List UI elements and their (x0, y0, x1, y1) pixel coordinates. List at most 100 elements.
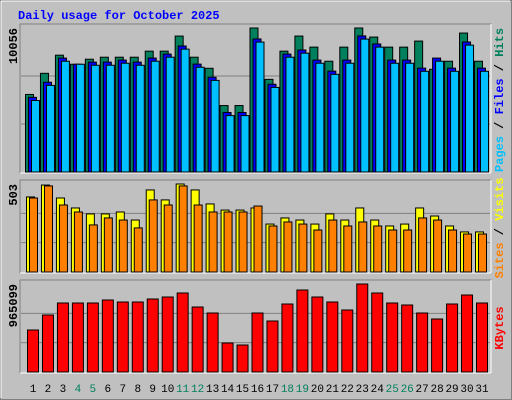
bar (386, 302, 399, 373)
legend: Pages / Files / Hits (493, 28, 507, 172)
bar (161, 296, 174, 373)
bar (43, 185, 53, 273)
bar (448, 229, 458, 273)
y-tick-label: 10056 (7, 28, 21, 64)
bar (416, 312, 429, 373)
x-tick-label: 29 (445, 384, 458, 396)
x-tick-label: 23 (356, 384, 369, 396)
x-tick-label: 13 (206, 384, 219, 396)
bar (176, 292, 189, 373)
bar (56, 302, 69, 373)
bar (240, 115, 250, 173)
x-tick-label: 11 (176, 384, 190, 396)
bar (298, 223, 308, 273)
legend-entry: KBytes (493, 306, 507, 349)
x-tick-label: 19 (296, 384, 309, 396)
x-tick-label: 21 (326, 384, 340, 396)
bar (356, 283, 369, 373)
bar (31, 100, 40, 173)
bar (296, 289, 309, 373)
bar (281, 303, 294, 373)
bar (116, 301, 129, 373)
bar (371, 292, 384, 373)
bar (88, 224, 98, 273)
x-tick-label: 4 (75, 384, 82, 396)
bar (315, 62, 325, 173)
legend: KBytes (493, 306, 507, 349)
bar (388, 229, 398, 273)
bar (480, 70, 489, 173)
x-tick-label: 16 (251, 384, 264, 396)
x-tick-label: 22 (341, 384, 354, 396)
bar (135, 64, 145, 173)
bar (163, 204, 173, 273)
bar (238, 211, 248, 273)
bar (446, 303, 459, 373)
bar (45, 84, 55, 173)
bar (268, 225, 278, 273)
bar (90, 64, 100, 173)
bar (178, 185, 188, 273)
bar (313, 229, 323, 273)
bar (283, 221, 293, 273)
bar (375, 46, 385, 173)
legend-entry: Pages (493, 136, 507, 172)
x-tick-label: 18 (281, 384, 294, 396)
x-tick-label: 24 (371, 384, 385, 396)
x-tick-label: 25 (386, 384, 399, 396)
bar (180, 48, 190, 173)
bar (223, 211, 233, 273)
x-tick-label: 27 (416, 384, 429, 396)
y-tick-label: 965099 (7, 284, 21, 327)
bar (418, 217, 428, 273)
legend-entry: Sites (493, 242, 507, 278)
legend-separator: / (493, 114, 507, 136)
legend-entry: Hits (493, 28, 507, 57)
x-tick-label: 28 (430, 384, 443, 396)
x-tick-label: 17 (266, 384, 279, 396)
legend-separator: / (493, 221, 507, 243)
bar (330, 73, 340, 173)
bar (148, 199, 158, 273)
bar (193, 204, 203, 273)
x-tick-label: 31 (475, 384, 489, 396)
bar (420, 70, 430, 173)
legend: Sites / Visits (493, 178, 507, 279)
legend-separator: / (493, 57, 507, 79)
x-tick-label: 2 (45, 384, 52, 396)
bar (255, 41, 265, 173)
x-tick-label: 15 (236, 384, 249, 396)
bar (373, 225, 383, 273)
bar (131, 301, 144, 373)
bar (300, 52, 310, 173)
bar (270, 86, 280, 173)
bar (433, 219, 443, 273)
bar (311, 296, 324, 373)
x-tick-label: 5 (90, 384, 97, 396)
bar (165, 56, 175, 173)
bar (360, 38, 370, 173)
bar (463, 233, 473, 273)
bar (403, 229, 413, 273)
bar (71, 302, 84, 373)
bar (476, 302, 488, 373)
bar (133, 227, 143, 273)
x-tick-label: 9 (149, 384, 156, 396)
x-tick-label: 14 (221, 384, 235, 396)
bar (105, 64, 115, 173)
x-tick-label: 3 (60, 384, 67, 396)
bar (73, 211, 83, 273)
bar (86, 302, 99, 373)
bar (253, 205, 263, 273)
bar (103, 217, 113, 273)
bar (345, 62, 355, 173)
bar (343, 225, 353, 273)
bar (435, 60, 445, 173)
bar (461, 294, 474, 373)
bar (478, 233, 487, 273)
bar (75, 63, 85, 173)
bar (27, 329, 39, 373)
bar (41, 314, 54, 373)
x-tick-label: 6 (105, 384, 112, 396)
